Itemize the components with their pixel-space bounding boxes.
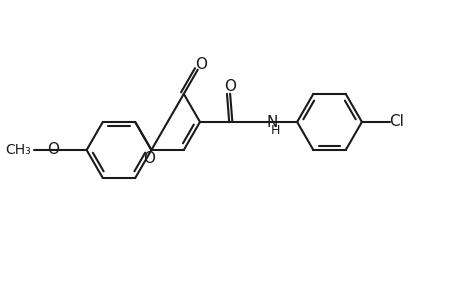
Text: O: O — [195, 57, 207, 72]
Text: N: N — [266, 116, 277, 130]
Text: O: O — [223, 80, 235, 94]
Text: CH₃: CH₃ — [6, 143, 31, 157]
Text: O: O — [47, 142, 59, 157]
Text: H: H — [270, 124, 280, 136]
Text: O: O — [143, 152, 155, 166]
Text: Cl: Cl — [388, 115, 403, 130]
